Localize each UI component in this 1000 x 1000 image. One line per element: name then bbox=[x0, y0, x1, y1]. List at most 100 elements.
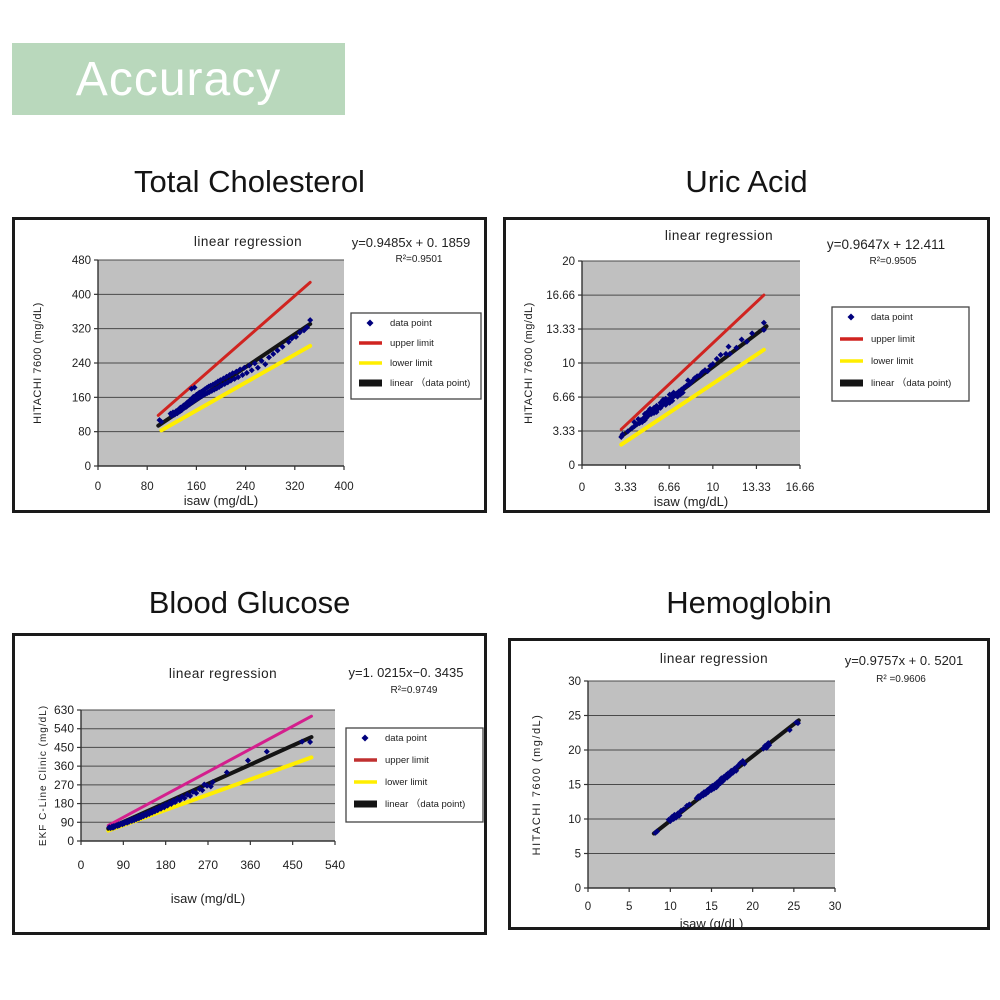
y-axis-label: EKF C-Line Clinic (mg/dL) bbox=[38, 705, 49, 846]
legend-item-label: upper limit bbox=[390, 338, 434, 349]
x-tick-label: 13.33 bbox=[742, 482, 771, 494]
legend-diamond-swatch bbox=[847, 313, 855, 321]
data-points bbox=[156, 317, 314, 425]
x-tick-label: 540 bbox=[325, 858, 345, 872]
legend-diamond-swatch bbox=[366, 319, 374, 327]
x-axis-label: isaw (mg/dL) bbox=[654, 494, 728, 509]
y-tick-label: 90 bbox=[61, 815, 75, 829]
chart-canvas: 0 3.33 6.66 10 13.33 16.66 0 3.33 6.66 10 13.33 16.… bbox=[523, 228, 970, 509]
y-tick-label: 630 bbox=[54, 703, 74, 717]
upper-limit-line bbox=[106, 714, 313, 827]
y-tick-label: 3.33 bbox=[553, 426, 575, 438]
y-tick-label: 16.66 bbox=[546, 290, 575, 302]
y-tick-label: 270 bbox=[54, 778, 74, 792]
y-tick-label: 0 bbox=[575, 883, 581, 895]
legend-item-label: data point bbox=[871, 312, 913, 323]
y-tick-label: 320 bbox=[72, 324, 91, 336]
y-tick-label: 180 bbox=[54, 797, 74, 811]
equation-label: y=0.9757x + 0. 5201 bbox=[845, 653, 964, 668]
chart-uric-acid: 0 3.33 6.66 10 13.33 16.66 0 3.33 6.66 10 13.33 16.… bbox=[503, 217, 990, 513]
y-tick-label: 360 bbox=[54, 759, 74, 773]
y-axis-label: HITACHI 7600 (mg/dL) bbox=[32, 302, 44, 424]
upper-limit-line bbox=[156, 280, 312, 417]
x-tick-label: 15 bbox=[705, 901, 718, 913]
chart-title: linear regression bbox=[660, 651, 768, 666]
legend-item-label: lower limit bbox=[871, 356, 914, 367]
x-tick-label: 25 bbox=[787, 901, 800, 913]
chart-title: linear regression bbox=[665, 228, 773, 243]
data-points bbox=[106, 738, 314, 832]
legend-item-label: linear （data point) bbox=[385, 798, 465, 810]
y-tick-label: 30 bbox=[568, 676, 581, 688]
x-tick-label: 0 bbox=[579, 482, 585, 494]
legend-item-label: linear （data point) bbox=[390, 377, 470, 389]
x-tick-label: 90 bbox=[117, 858, 131, 872]
equation-label: y=0.9485x + 0. 1859 bbox=[352, 235, 471, 250]
x-tick-label: 0 bbox=[78, 858, 85, 872]
x-tick-label: 320 bbox=[285, 481, 304, 493]
y-tick-label: 20 bbox=[568, 745, 581, 757]
x-tick-label: 5 bbox=[626, 901, 632, 913]
data-points bbox=[652, 719, 801, 836]
accuracy-badge: Accuracy bbox=[12, 43, 345, 115]
legend-item-label: lower limit bbox=[390, 358, 433, 369]
y-tick-label: 80 bbox=[78, 427, 91, 439]
x-axis-label: isaw (mg/dL) bbox=[171, 891, 245, 906]
x-tick-label: 0 bbox=[585, 901, 591, 913]
x-tick-label: 270 bbox=[198, 858, 218, 872]
x-tick-label: 80 bbox=[141, 481, 154, 493]
y-axis-label: HITACHI 7600 (mg/dL) bbox=[523, 302, 535, 424]
plot-area bbox=[81, 710, 335, 841]
section-title-hemoglobin: Hemoglobin bbox=[666, 585, 832, 620]
r-squared-label: R² =0.9606 bbox=[876, 674, 926, 685]
y-tick-label: 25 bbox=[568, 711, 581, 723]
r-squared-label: R²=0.9501 bbox=[396, 254, 443, 265]
x-axis-label: isaw (g/dL) bbox=[680, 916, 744, 927]
y-tick-label: 480 bbox=[72, 255, 91, 267]
y-tick-label: 10 bbox=[562, 358, 575, 370]
legend-item-label: data point bbox=[390, 318, 432, 329]
legend-item-label: upper limit bbox=[871, 334, 915, 345]
x-tick-label: 16.66 bbox=[786, 482, 815, 494]
y-tick-label: 450 bbox=[54, 740, 74, 754]
y-tick-label: 13.33 bbox=[546, 324, 575, 336]
y-tick-label: 10 bbox=[568, 814, 581, 826]
x-tick-label: 240 bbox=[236, 481, 255, 493]
r-squared-label: R²=0.9505 bbox=[870, 256, 917, 267]
chart-title: linear regression bbox=[169, 666, 277, 681]
legend-item-label: data point bbox=[385, 733, 427, 744]
y-tick-label: 540 bbox=[54, 722, 74, 736]
chart-canvas: 0 5 10 15 20 25 30 0 5 10 15 20 25 30 linear regressio… bbox=[531, 651, 964, 927]
x-tick-label: 450 bbox=[283, 858, 303, 872]
chart-total-cholesterol: 0 80 160 240 320 400 0 80 160 240 320 400 480 linear … bbox=[12, 217, 487, 513]
y-tick-label: 6.66 bbox=[553, 392, 575, 404]
x-tick-label: 160 bbox=[187, 481, 206, 493]
y-tick-label: 240 bbox=[72, 358, 91, 370]
section-title-uric-acid: Uric Acid bbox=[685, 164, 808, 199]
y-tick-label: 5 bbox=[575, 849, 581, 861]
chart-canvas: 0 80 160 240 320 400 0 80 160 240 320 400 480 linear … bbox=[32, 234, 482, 508]
y-tick-label: 0 bbox=[569, 460, 575, 472]
x-tick-label: 3.33 bbox=[614, 482, 636, 494]
equation-label: y=1. 0215x−0. 3435 bbox=[349, 665, 464, 680]
x-tick-label: 180 bbox=[156, 858, 176, 872]
chart-blood-glucose: 0 90 180 270 360 450 540 0 90 180 270 360 450 540 630 l… bbox=[12, 633, 487, 935]
x-tick-label: 30 bbox=[829, 901, 842, 913]
y-tick-label: 0 bbox=[67, 834, 74, 848]
x-tick-label: 400 bbox=[334, 481, 353, 493]
x-tick-label: 10 bbox=[706, 482, 719, 494]
x-tick-label: 0 bbox=[95, 481, 101, 493]
section-title-blood-glucose: Blood Glucose bbox=[148, 585, 351, 620]
y-tick-label: 15 bbox=[568, 780, 581, 792]
legend-item-label: upper limit bbox=[385, 755, 429, 766]
y-axis-label: HITACHI 7600 (mg/dL) bbox=[531, 714, 543, 856]
data-points bbox=[618, 319, 767, 440]
x-tick-label: 10 bbox=[664, 901, 677, 913]
equation-label: y=0.9647x + 12.411 bbox=[827, 237, 945, 252]
y-tick-label: 400 bbox=[72, 289, 91, 301]
chart-canvas: 0 90 180 270 360 450 540 0 90 180 270 360 450 540 630 l… bbox=[38, 665, 484, 906]
x-tick-label: 20 bbox=[746, 901, 759, 913]
section-title-total-cholesterol: Total Cholesterol bbox=[134, 164, 365, 199]
upper-limit-line bbox=[619, 293, 766, 431]
legend-item-label: lower limit bbox=[385, 777, 428, 788]
